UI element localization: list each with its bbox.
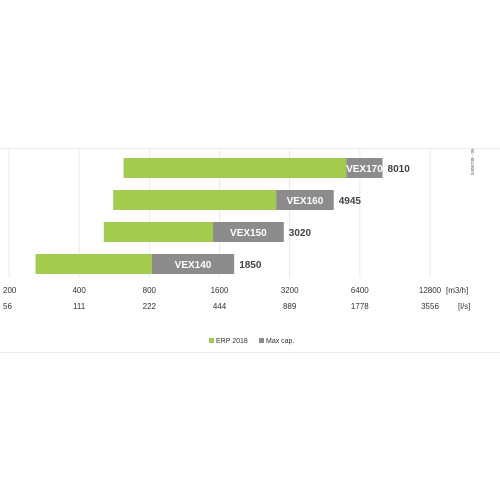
x-tick-label-secondary: 444 xyxy=(213,302,227,311)
x-tick-label-secondary: 56 xyxy=(3,302,12,311)
bar-max-value-label: 3020 xyxy=(289,228,312,239)
bar-max-value-label: 1850 xyxy=(239,260,262,271)
bar-model-label: VEX170 xyxy=(346,164,383,175)
bar-erp-2018 xyxy=(123,158,347,178)
bar-erp-2018 xyxy=(35,254,152,274)
x-tick-label-secondary: 222 xyxy=(143,302,157,311)
x-tick-label-primary: 12800 xyxy=(419,286,442,295)
x-tick-label-secondary: 3556 xyxy=(421,302,439,311)
x-unit-primary: [m3/h] xyxy=(446,286,468,295)
bar-model-label: VEX150 xyxy=(230,228,267,239)
legend: ERP 2018 Max cap. xyxy=(209,338,294,345)
legend-label: ERP 2018 xyxy=(216,338,248,345)
legend-swatch xyxy=(209,338,214,343)
bar-erp-2018 xyxy=(113,190,277,210)
x-tick-label-primary: 3200 xyxy=(281,286,299,295)
x-tick-label-primary: 200 xyxy=(3,286,17,295)
legend-label: Max cap. xyxy=(266,338,294,345)
bar-erp-2018 xyxy=(103,222,213,242)
bar-model-label: VEX160 xyxy=(287,196,324,207)
x-axis: [m3/h] [l/s] 200 56 400 111 800 222 1600 444 320… xyxy=(3,286,470,311)
bar-model-label: VEX140 xyxy=(175,260,212,271)
bar-max-capacity xyxy=(346,158,383,178)
x-unit-secondary: [l/s] xyxy=(458,302,470,311)
x-tick-label-primary: 1600 xyxy=(211,286,229,295)
bars: VEX170 8010 VEX160 4945 VEX150 3020 VEX140 1850 xyxy=(35,158,411,274)
bar-max-value-label: 4945 xyxy=(339,196,362,207)
chart-frame xyxy=(0,148,500,353)
legend-swatch xyxy=(259,338,264,343)
x-tick-label-secondary: 1778 xyxy=(351,302,369,311)
bar-max-capacity xyxy=(212,222,284,242)
bar-max-capacity xyxy=(151,254,235,274)
bar-max-value-label: 8010 xyxy=(388,164,411,175)
document-reference: 5405738 - 05 xyxy=(470,148,475,175)
x-tick-label-primary: 800 xyxy=(143,286,157,295)
bar-max-capacity xyxy=(276,190,334,210)
x-tick-label-secondary: 889 xyxy=(283,302,297,311)
x-tick-label-primary: 400 xyxy=(72,286,86,295)
x-tick-label-primary: 6400 xyxy=(351,286,369,295)
x-tick-label-secondary: 111 xyxy=(73,302,86,311)
